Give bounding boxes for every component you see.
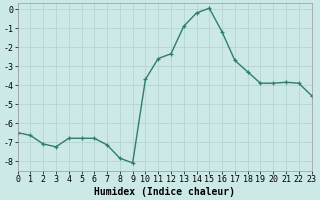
X-axis label: Humidex (Indice chaleur): Humidex (Indice chaleur): [94, 186, 235, 197]
